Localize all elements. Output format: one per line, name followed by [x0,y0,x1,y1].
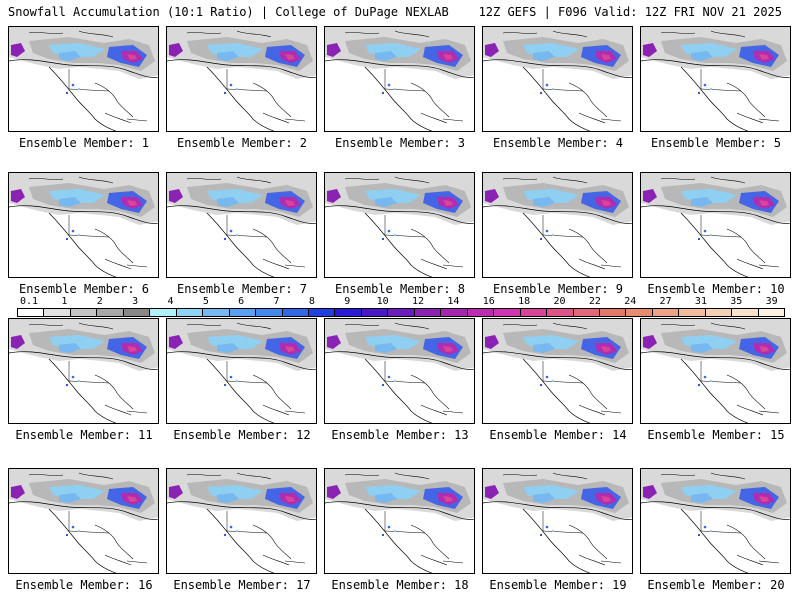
ensemble-member-map [166,172,317,278]
legend-swatch [626,309,653,316]
ensemble-member-map [482,468,633,574]
legend-swatch [441,309,468,316]
legend-swatch [705,309,733,316]
legend-tick-label: 7 [273,296,280,307]
legend-tick-label: 16 [482,296,495,307]
ensemble-member-map [166,26,317,132]
ensemble-member-map [324,172,475,278]
legend-swatch [229,309,257,316]
ensemble-member-label: Ensemble Member: 9 [492,282,624,296]
ensemble-member-label: Ensemble Member: 3 [334,136,466,150]
ensemble-member-map [482,26,633,132]
ensemble-member-label: Ensemble Member: 12 [173,428,311,442]
legend-tick-label: 10 [376,296,389,307]
legend-tick-label: 5 [202,296,209,307]
legend-tick-label: 18 [518,296,531,307]
ensemble-member-label: Ensemble Member: 6 [18,282,150,296]
legend-tick-label: 3 [132,296,139,307]
ensemble-member-label: Ensemble Member: 2 [176,136,308,150]
legend-swatch [150,309,177,316]
legend-swatch [18,309,45,316]
legend-tick-label: 27 [659,296,672,307]
legend-swatch [256,309,283,316]
legend-tick-label: 14 [447,296,460,307]
legend-tick-label: 9 [344,296,351,307]
legend-swatch [494,309,521,316]
ensemble-member-label: Ensemble Member: 13 [331,428,469,442]
ensemble-member-map [640,468,791,574]
legend-swatch [70,309,98,316]
legend-tick-label: 31 [694,296,707,307]
ensemble-member-label: Ensemble Member: 7 [176,282,308,296]
ensemble-member-label: Ensemble Member: 14 [489,428,627,442]
ensemble-member-label: Ensemble Member: 10 [647,282,785,296]
map-title: Snowfall Accumulation (10:1 Ratio) | Col… [8,5,449,19]
legend-swatch [335,309,362,316]
ensemble-member-label: Ensemble Member: 1 [18,136,150,150]
legend-tick-label: 1 [61,296,68,307]
ensemble-member-map [166,468,317,574]
ensemble-member-label: Ensemble Member: 15 [647,428,785,442]
legend-tick-label: 39 [765,296,778,307]
legend-swatch [732,309,759,316]
legend-swatch [547,309,574,316]
legend-tick-label: 12 [411,296,425,307]
legend-swatch [599,309,627,316]
legend-swatch [308,309,336,316]
ensemble-member-label: Ensemble Member: 11 [15,428,153,442]
ensemble-member-label: Ensemble Member: 18 [331,578,469,592]
legend-swatch [573,309,600,316]
legend-tick-label: 4 [167,296,174,307]
legend-swatch [679,309,706,316]
ensemble-member-map [482,172,633,278]
ensemble-member-map [324,26,475,132]
legend-tick-label: 24 [624,296,637,307]
legend-tick-label: 35 [730,296,743,307]
legend-swatch [123,309,151,316]
ensemble-member-label: Ensemble Member: 20 [647,578,785,592]
legend-color-bar [17,308,785,317]
model-valid-time: 12Z GEFS | F096 Valid: 12Z FRI NOV 21 20… [478,5,782,19]
ensemble-member-map [8,26,159,132]
ensemble-member-label: Ensemble Member: 4 [492,136,624,150]
legend-swatch [361,309,389,316]
legend-swatch [203,309,230,316]
legend-swatch [97,309,124,316]
ensemble-member-map [482,318,633,424]
legend-swatch [388,309,415,316]
ensemble-member-label: Ensemble Member: 17 [173,578,311,592]
legend-tick-label: 0.1 [19,296,39,307]
ensemble-member-map [640,172,791,278]
ensemble-member-label: Ensemble Member: 5 [650,136,782,150]
ensemble-member-map [324,468,475,574]
ensemble-member-label: Ensemble Member: 19 [489,578,627,592]
legend-tick-label: 20 [553,296,566,307]
ensemble-member-map [166,318,317,424]
legend-tick-label: 2 [96,296,103,307]
legend-swatch [176,309,204,316]
legend-tick-label: 8 [308,296,315,307]
legend-swatch [520,309,548,316]
ensemble-member-map [8,318,159,424]
ensemble-member-map [324,318,475,424]
legend-swatch [758,309,785,316]
ensemble-member-label: Ensemble Member: 16 [15,578,153,592]
legend-swatch [282,309,309,316]
color-scale-legend: 0.1 1 2 3 4 5 6 7 8 9 10 12 14 16 18 20 22 24 27 31 35 39 [17,296,785,318]
ensemble-member-label: Ensemble Member: 8 [334,282,466,296]
ensemble-member-map [640,26,791,132]
legend-swatch [467,309,495,316]
legend-swatch [652,309,680,316]
ensemble-member-map [640,318,791,424]
legend-swatch [44,309,71,316]
ensemble-member-map [8,172,159,278]
legend-tick-label: 22 [588,296,601,307]
legend-tick-label: 6 [238,296,245,307]
ensemble-member-map [8,468,159,574]
legend-swatch [414,309,442,316]
